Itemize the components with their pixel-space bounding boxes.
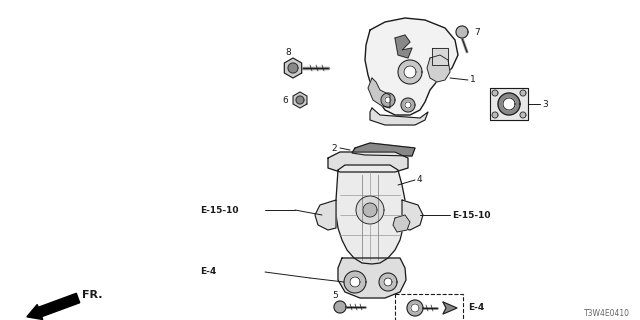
Polygon shape xyxy=(443,302,457,314)
Text: E-4: E-4 xyxy=(200,268,216,276)
Polygon shape xyxy=(384,278,392,286)
Polygon shape xyxy=(402,200,423,230)
Text: T3W4E0410: T3W4E0410 xyxy=(584,308,630,317)
Text: 8: 8 xyxy=(285,47,291,57)
Polygon shape xyxy=(350,277,360,287)
Polygon shape xyxy=(520,90,526,96)
Polygon shape xyxy=(492,112,498,118)
Bar xyxy=(395,294,463,320)
Polygon shape xyxy=(456,26,468,38)
Text: FR.: FR. xyxy=(82,290,102,300)
Text: 1: 1 xyxy=(470,75,476,84)
Polygon shape xyxy=(398,60,422,84)
Text: 5: 5 xyxy=(332,291,338,300)
Polygon shape xyxy=(338,258,406,298)
Polygon shape xyxy=(296,96,304,104)
Text: E-15-10: E-15-10 xyxy=(200,205,239,214)
FancyArrow shape xyxy=(27,293,80,319)
Polygon shape xyxy=(427,55,450,82)
Polygon shape xyxy=(407,300,423,316)
Polygon shape xyxy=(411,304,419,312)
Polygon shape xyxy=(520,112,526,118)
Polygon shape xyxy=(405,102,411,108)
Polygon shape xyxy=(368,78,390,108)
Polygon shape xyxy=(503,98,515,110)
Text: 4: 4 xyxy=(417,174,422,183)
Polygon shape xyxy=(344,271,366,293)
Polygon shape xyxy=(385,97,391,103)
Polygon shape xyxy=(328,152,408,172)
Polygon shape xyxy=(393,215,410,232)
Polygon shape xyxy=(379,273,397,291)
Text: E-15-10: E-15-10 xyxy=(452,211,490,220)
Polygon shape xyxy=(352,143,415,156)
Polygon shape xyxy=(356,196,384,224)
Polygon shape xyxy=(334,301,346,313)
Polygon shape xyxy=(432,48,448,65)
Text: E-4: E-4 xyxy=(468,303,484,313)
Polygon shape xyxy=(492,90,498,96)
Polygon shape xyxy=(404,66,416,78)
Text: 3: 3 xyxy=(542,100,548,108)
Polygon shape xyxy=(363,203,377,217)
Polygon shape xyxy=(370,108,428,125)
Text: 6: 6 xyxy=(282,95,288,105)
Polygon shape xyxy=(336,165,405,264)
Polygon shape xyxy=(288,63,298,73)
Polygon shape xyxy=(395,35,412,58)
Text: 2: 2 xyxy=(332,143,337,153)
Polygon shape xyxy=(365,18,458,115)
Polygon shape xyxy=(293,92,307,108)
Polygon shape xyxy=(498,93,520,115)
Polygon shape xyxy=(284,58,301,78)
Polygon shape xyxy=(315,200,336,230)
Polygon shape xyxy=(490,88,528,120)
Polygon shape xyxy=(401,98,415,112)
Text: 7: 7 xyxy=(474,28,480,36)
Polygon shape xyxy=(381,93,395,107)
